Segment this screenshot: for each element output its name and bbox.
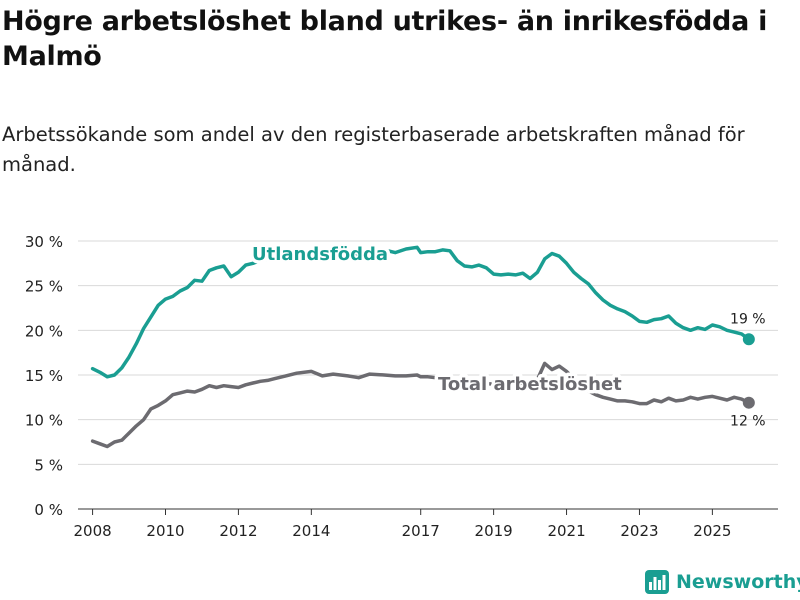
newsworthy-logo-icon xyxy=(645,570,669,594)
x-tick-label: 2019 xyxy=(475,522,513,540)
end-value-label-utlandsfodda: 19 % xyxy=(730,311,766,327)
y-tick-label: 25 % xyxy=(25,278,63,296)
y-tick-label: 30 % xyxy=(25,233,63,251)
end-value-label-total: 12 % xyxy=(730,414,766,430)
x-tick-label: 2010 xyxy=(146,522,184,540)
y-tick-label: 10 % xyxy=(25,412,63,430)
brand-name: Newsworthy xyxy=(676,571,800,593)
end-point-total xyxy=(742,396,755,409)
x-tick-label: 2017 xyxy=(402,522,440,540)
y-tick-label: 0 % xyxy=(34,501,63,519)
brand-logo: Newsworthy xyxy=(645,570,800,594)
series-line-utlandsfodda xyxy=(90,245,751,379)
chart-subtitle: Arbetssökande som andel av den registerb… xyxy=(2,123,745,176)
x-tick-label: 2023 xyxy=(620,522,658,540)
series-name-label-utlandsfodda: Utlandsfödda xyxy=(252,244,388,265)
x-tick-label: 2025 xyxy=(693,522,731,540)
y-tick-label: 5 % xyxy=(34,456,63,474)
x-tick-label: 2012 xyxy=(219,522,257,540)
chart-title: Högre arbetslöshet bland utrikes- än inr… xyxy=(2,6,768,72)
x-tick-label: 2014 xyxy=(292,522,330,540)
y-tick-label: 15 % xyxy=(25,367,63,385)
series-name-label-total: Total arbetslöshet xyxy=(438,374,622,395)
end-point-utlandsfodda xyxy=(742,333,755,346)
x-tick-label: 2008 xyxy=(73,522,111,540)
y-tick-label: 20 % xyxy=(25,322,63,340)
x-tick-label: 2021 xyxy=(547,522,585,540)
series-line-total xyxy=(90,361,751,449)
